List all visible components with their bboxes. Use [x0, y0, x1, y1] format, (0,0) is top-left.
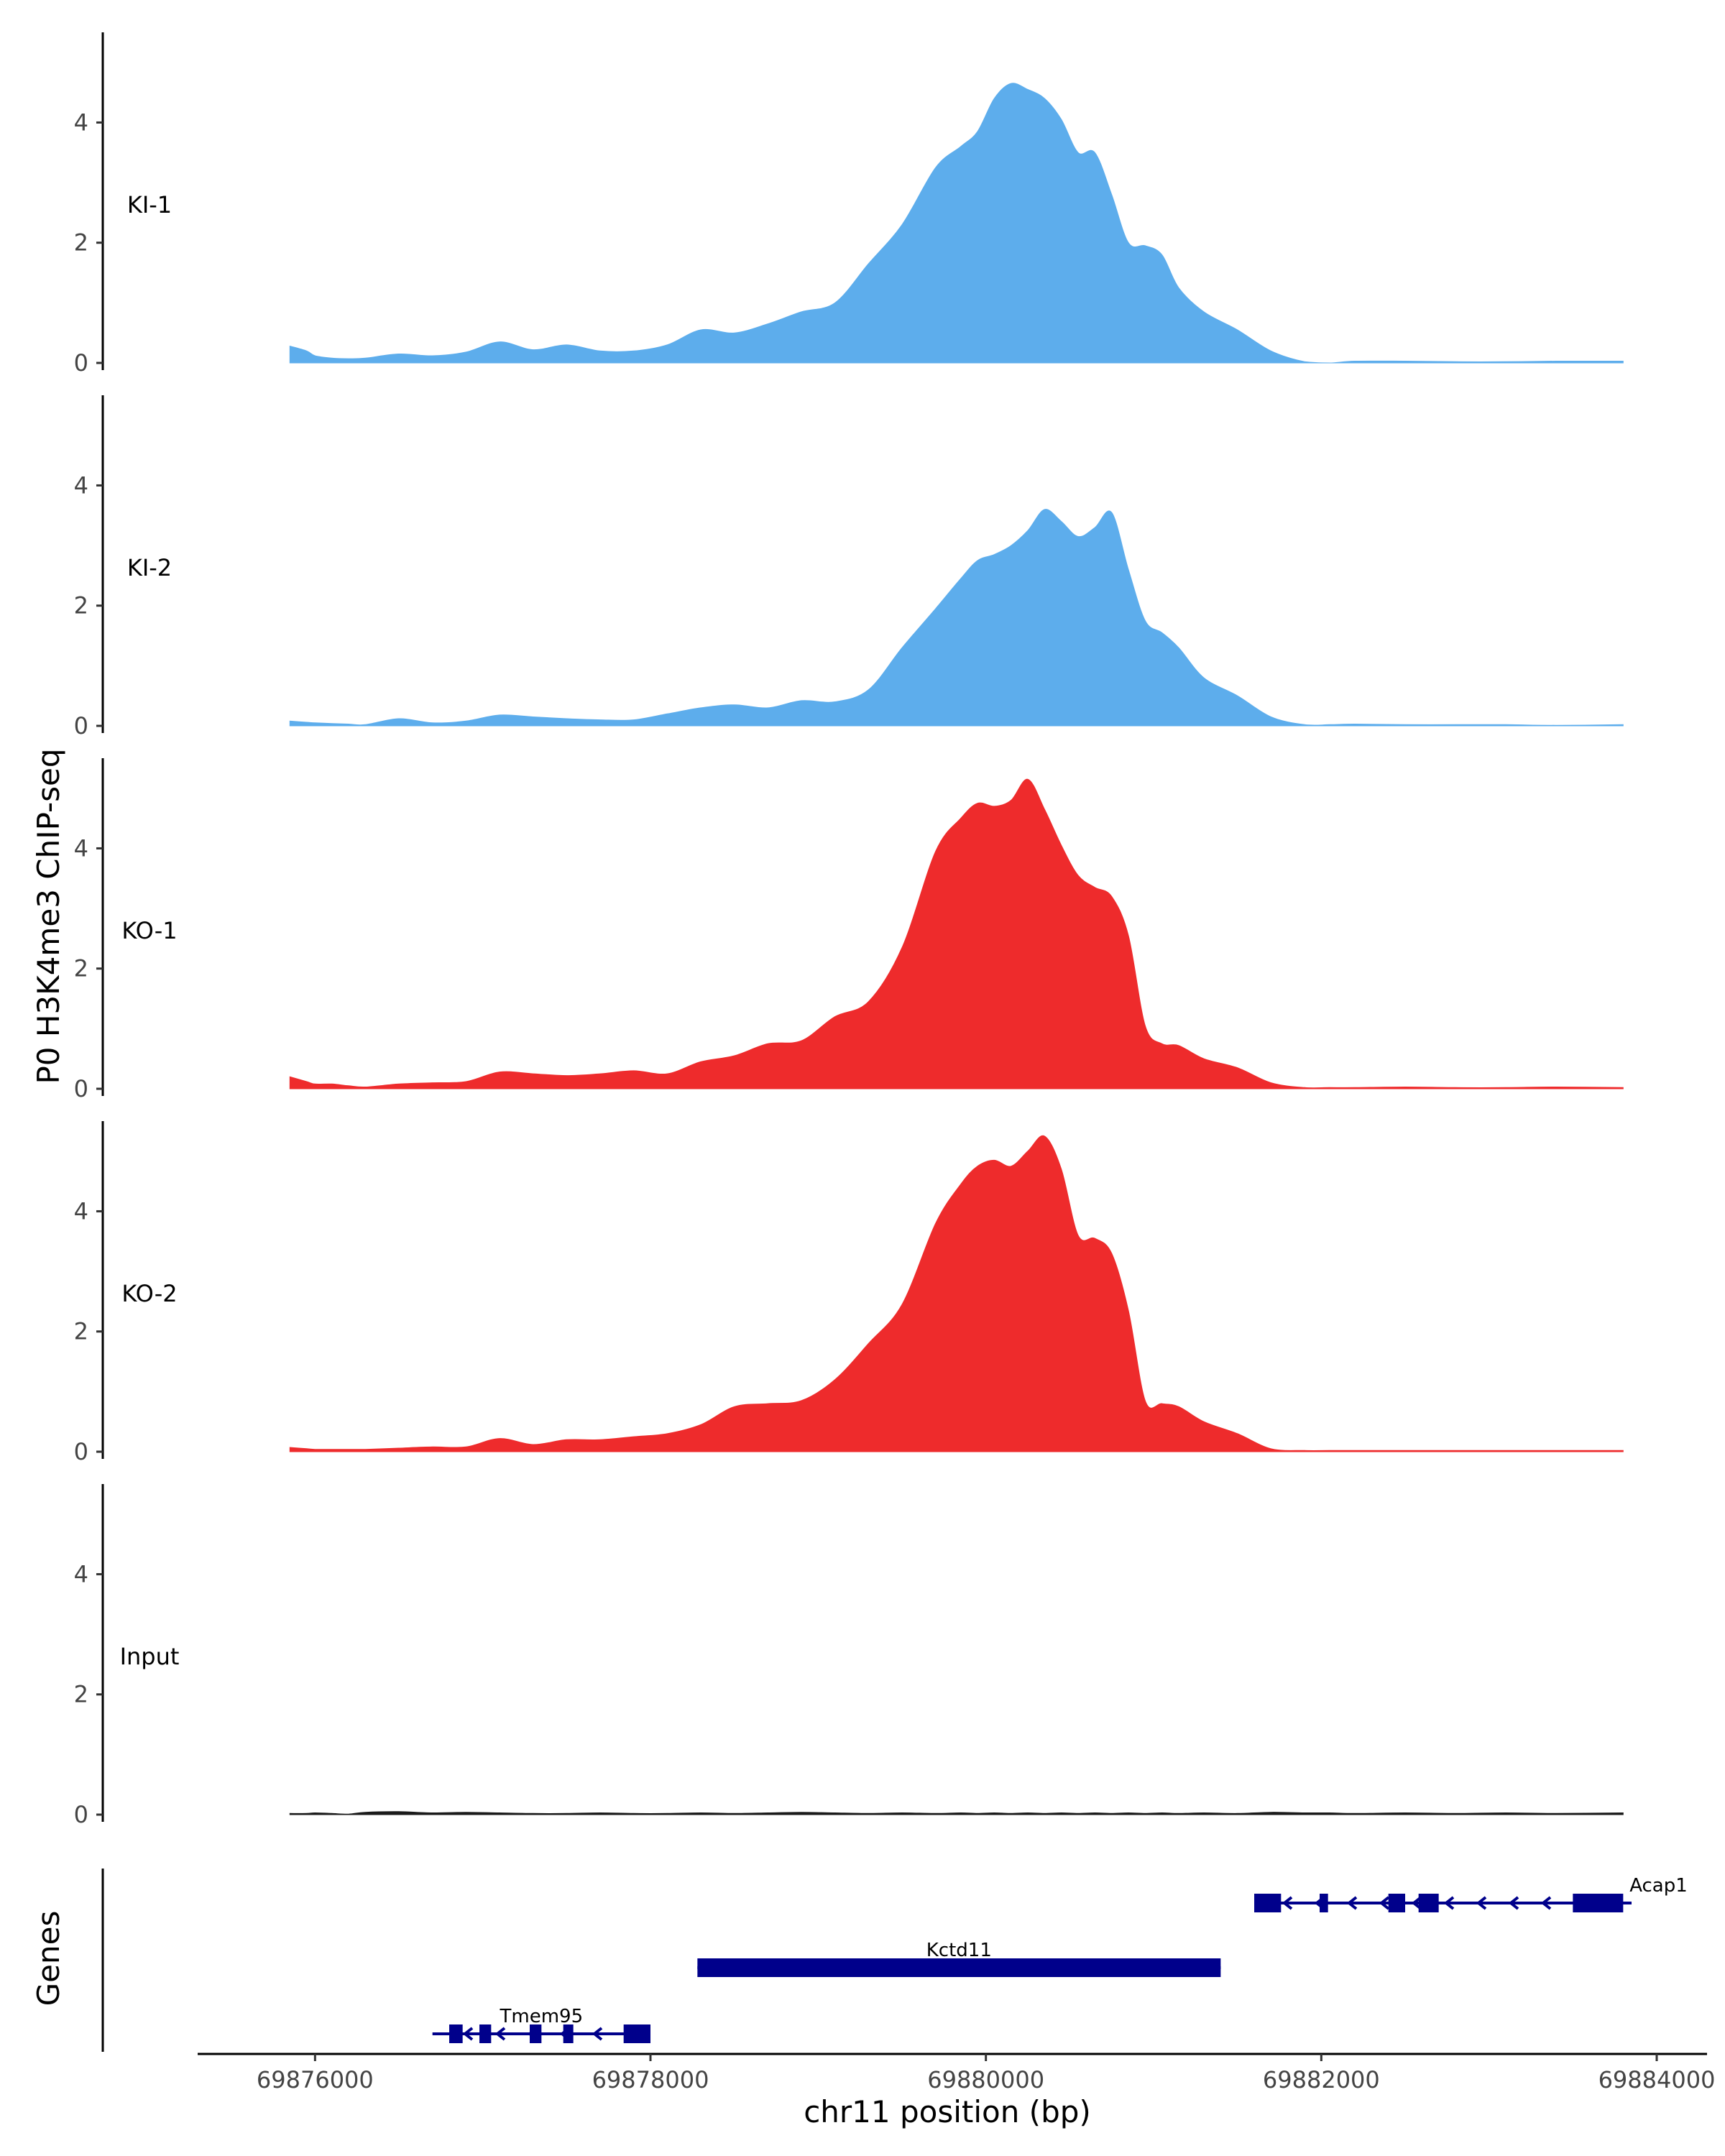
- track-ki-1: 0 2 4 KI-1: [74, 32, 1624, 377]
- gene-kctd11: Kctd11: [697, 1940, 1221, 1977]
- y-axis-title: P0 H3K4me3 ChIP-seq: [31, 748, 66, 1084]
- y-tick-label: 0: [74, 1801, 88, 1828]
- signal-area-ki-2: [289, 509, 1624, 727]
- y-tick-label: 2: [74, 955, 88, 982]
- track-label: KO-2: [121, 1280, 177, 1307]
- track-ko-2: 0 2 4 KO-2: [74, 1121, 1624, 1465]
- signal-area-ko-1: [289, 778, 1624, 1089]
- gene-tmem95: Tmem95: [432, 2006, 650, 2043]
- x-tick-label: 69882000: [1263, 2066, 1380, 2093]
- exon-block: [1573, 1894, 1624, 1912]
- strand-arrow: [494, 2027, 506, 2041]
- strand-arrow: [1540, 1896, 1552, 1910]
- exon-block: [479, 2024, 492, 2043]
- y-tick-label: 0: [74, 349, 88, 377]
- exon-block: [1418, 1894, 1439, 1912]
- gene-acap1: Acap1: [1254, 1875, 1688, 1912]
- strand-arrow: [1379, 1896, 1390, 1910]
- strand-arrow: [1476, 1896, 1487, 1910]
- genes-axis-title: Genes: [31, 1911, 66, 2007]
- genes-panel: Genes Acap1 Kctd11 Tmem95: [31, 1869, 1688, 2052]
- signal-tracks: 0 2 4 KI-1 0 2 4 KI-2 0 2 4 KO-1 0 2 4 KO-2 0 2 4 Input: [74, 32, 1624, 1828]
- y-tick-label: 4: [74, 109, 88, 136]
- x-tick-label: 69876000: [257, 2066, 374, 2093]
- track-ki-2: 0 2 4 KI-2: [74, 395, 1624, 740]
- track-label: KI-2: [127, 554, 172, 581]
- y-tick-label: 4: [74, 834, 88, 862]
- gene-label: Kctd11: [926, 1940, 992, 1961]
- exon-block: [623, 2024, 650, 2043]
- signal-area-ko-2: [289, 1135, 1624, 1452]
- signal-area-input: [289, 1811, 1624, 1815]
- y-tick-label: 2: [74, 229, 88, 257]
- strand-arrow: [1443, 1896, 1455, 1910]
- y-tick-label: 4: [74, 1197, 88, 1225]
- y-tick-label: 2: [74, 1681, 88, 1708]
- y-tick-label: 0: [74, 1438, 88, 1465]
- x-tick-label: 69878000: [592, 2066, 709, 2093]
- x-tick-label: 69884000: [1598, 2066, 1716, 2093]
- strand-arrow: [592, 2027, 603, 2041]
- exon-block: [697, 1958, 1221, 1977]
- y-tick-label: 4: [74, 471, 88, 499]
- exon-block: [563, 2024, 574, 2043]
- track-ko-1: 0 2 4 KO-1: [74, 758, 1624, 1102]
- y-tick-label: 2: [74, 592, 88, 619]
- gene-label: Acap1: [1629, 1875, 1688, 1897]
- x-axis-title: chr11 position (bp): [804, 2094, 1091, 2129]
- strand-arrow: [462, 2027, 474, 2041]
- x-tick-label: 69880000: [927, 2066, 1044, 2093]
- y-tick-label: 0: [74, 1075, 88, 1102]
- y-tick-label: 0: [74, 712, 88, 740]
- gene-label: Tmem95: [500, 2006, 584, 2027]
- x-axis: 69876000 69878000 69880000 69882000 69884000: [198, 2053, 1716, 2093]
- y-tick-label: 4: [74, 1560, 88, 1588]
- strand-arrow: [1508, 1896, 1519, 1910]
- signal-area-ki-1: [289, 83, 1624, 364]
- exon-block: [530, 2024, 542, 2043]
- exon-block: [1388, 1894, 1405, 1912]
- track-input: 0 2 4 Input: [74, 1484, 1624, 1828]
- exon-block: [1254, 1894, 1282, 1912]
- exon-block: [449, 2024, 463, 2043]
- track-label: KI-1: [127, 191, 172, 218]
- y-tick-label: 2: [74, 1318, 88, 1345]
- track-label: Input: [120, 1643, 180, 1670]
- track-label: KO-1: [121, 917, 177, 944]
- strand-arrow: [1282, 1896, 1293, 1910]
- exon-block: [1320, 1894, 1328, 1912]
- strand-arrow: [1346, 1896, 1358, 1910]
